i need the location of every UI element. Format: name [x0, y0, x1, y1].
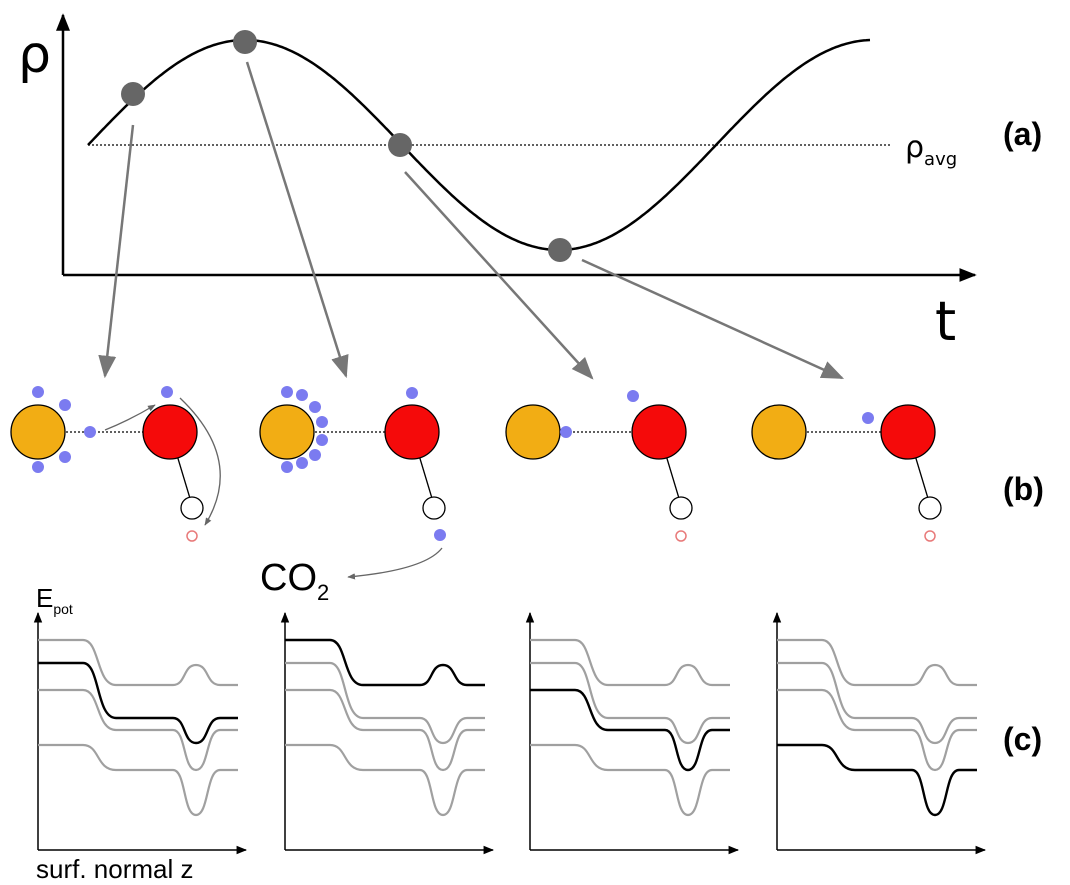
link-arrow — [98, 124, 135, 379]
sample-point — [121, 82, 145, 106]
oxygen-dot — [281, 386, 293, 398]
energy-curve — [285, 743, 485, 817]
active-energy-curve — [285, 638, 485, 687]
sample-point — [233, 30, 257, 54]
active-energy-curve — [38, 661, 238, 745]
oxygen-dot — [32, 386, 44, 398]
panel-a: ρ t ρavg (a) — [18, 13, 1042, 380]
energy-curve — [38, 743, 238, 817]
support-atom — [751, 404, 807, 460]
oxygen-dot — [862, 412, 874, 424]
oxygen-dot — [84, 426, 96, 438]
energy-curve — [777, 638, 977, 687]
link-arrow — [581, 258, 845, 380]
support-atom — [10, 404, 66, 460]
density-curve — [87, 38, 871, 252]
oxygen-dot — [296, 457, 308, 469]
desorption-arrow — [347, 547, 443, 580]
energy-curve — [777, 661, 977, 745]
sample-point — [388, 133, 412, 157]
panel-c: (c) Epot surf. normal z — [33, 583, 1042, 884]
energy-curve — [530, 743, 730, 817]
oxygen-dot — [316, 416, 328, 428]
metal-atom — [142, 404, 198, 460]
product-formula: CO — [260, 557, 317, 599]
energy-curve — [285, 661, 485, 745]
vacancy — [924, 530, 936, 542]
panel-tag: (a) — [1003, 116, 1042, 152]
active-energy-curve — [530, 688, 730, 772]
adsorbate — [669, 496, 693, 520]
active-energy-curve — [777, 743, 977, 817]
product-label: CO2 — [260, 557, 329, 605]
energy-curve — [530, 661, 730, 745]
x-label: t — [935, 290, 956, 353]
oxygen-dot — [59, 399, 71, 411]
energy-curve — [38, 688, 238, 772]
y-label: Epot — [36, 583, 73, 617]
product-subscript: 2 — [317, 580, 329, 605]
metal-atom — [880, 404, 936, 460]
metal-atom — [631, 404, 687, 460]
oxygen-dot — [560, 426, 572, 438]
adsorbate — [422, 496, 446, 520]
panel-b: (b) CO2 — [10, 386, 1044, 605]
energy-subscript: pot — [53, 601, 73, 617]
oxygen-dot — [161, 386, 173, 398]
link-arrow — [245, 61, 349, 379]
adsorbate — [180, 496, 204, 520]
y-label: ρ — [18, 25, 51, 85]
sample-point — [548, 238, 572, 262]
reaction-arrow — [179, 397, 221, 526]
link-arrow — [404, 171, 594, 380]
oxygen-dot — [406, 387, 418, 399]
oxygen-dot — [281, 461, 293, 473]
energy-curve — [38, 638, 238, 687]
avg-subscript: avg — [924, 149, 957, 170]
link-arrows — [98, 61, 845, 380]
support-atom — [259, 404, 315, 460]
vacancy — [186, 530, 198, 542]
oxygen-dot — [627, 390, 639, 402]
metal-atom — [384, 404, 440, 460]
x-label: surf. normal z — [36, 854, 194, 884]
vacancy — [675, 530, 687, 542]
oxygen-dot — [59, 451, 71, 463]
oxygen-dot — [316, 434, 328, 446]
panel-tag: (b) — [1003, 471, 1044, 507]
panel-tag: (c) — [1003, 721, 1042, 757]
oxygen-dot — [434, 529, 446, 541]
energy-curve — [285, 688, 485, 772]
energy-curve — [530, 638, 730, 687]
adsorbate — [918, 496, 942, 520]
energy-curve — [777, 688, 977, 772]
avg-label: ρavg — [905, 130, 957, 170]
support-atom — [505, 404, 561, 460]
migration-arrow — [104, 404, 156, 431]
oxygen-dot — [309, 401, 321, 413]
sample-points — [121, 30, 572, 262]
energy-symbol: E — [36, 583, 53, 613]
oxygen-dot — [296, 389, 308, 401]
avg-symbol: ρ — [905, 130, 924, 165]
oxygen-dot — [32, 461, 44, 473]
oxygen-dot — [309, 449, 321, 461]
